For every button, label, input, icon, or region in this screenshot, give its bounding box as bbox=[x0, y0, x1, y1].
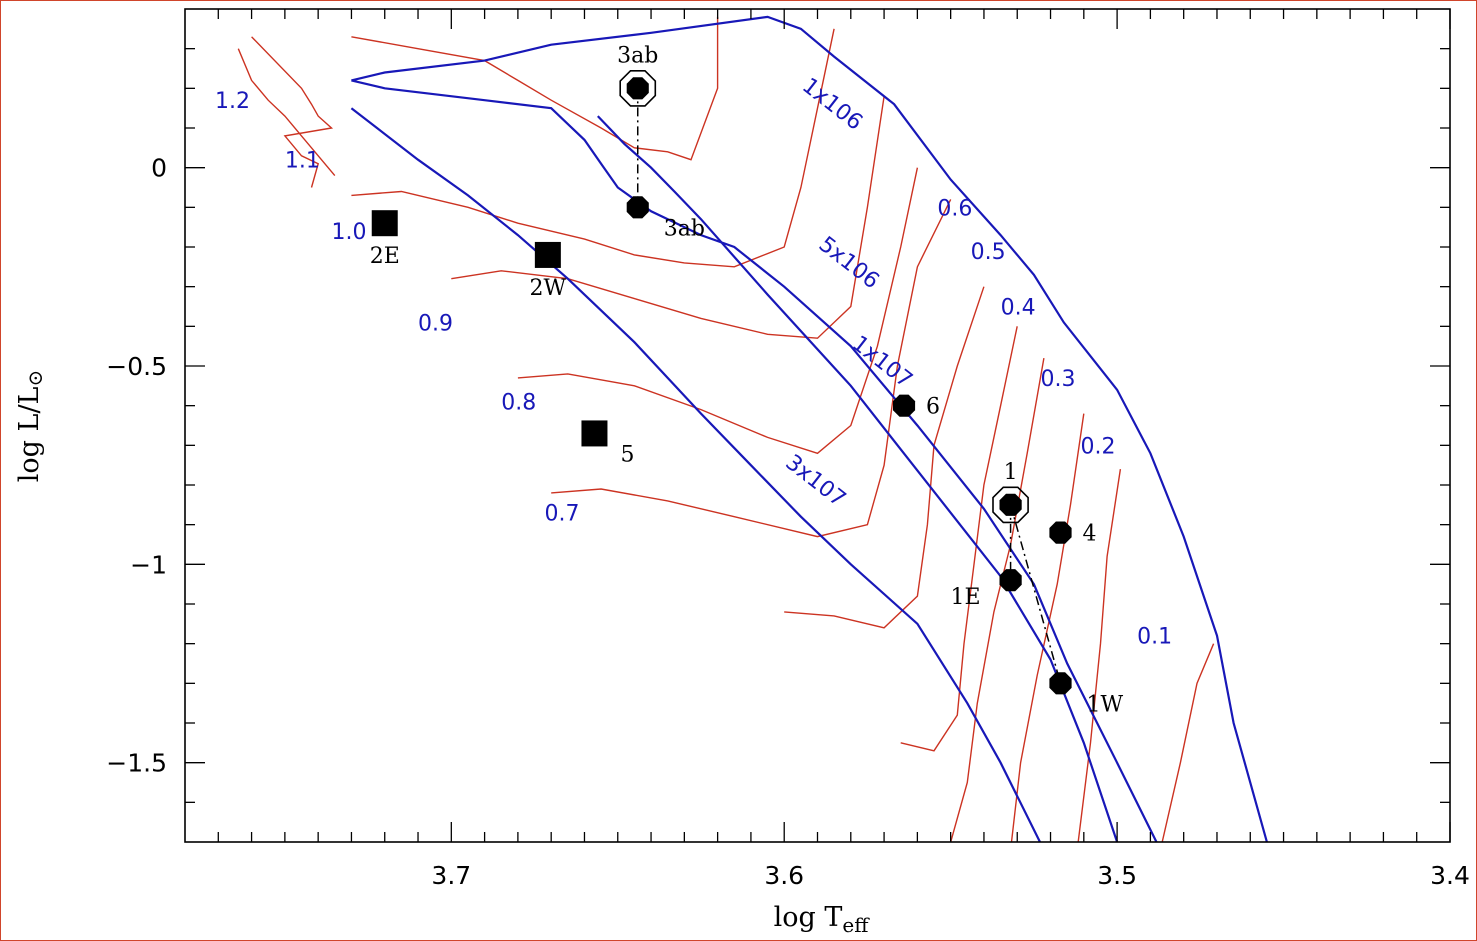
x-tick-label: 3.4 bbox=[1430, 861, 1470, 890]
mass-label-0: 1.2 bbox=[215, 89, 250, 114]
x-tick-label: 3.7 bbox=[431, 861, 471, 890]
mass-label-10: 0.2 bbox=[1080, 434, 1115, 459]
star-3ab-1-label: 3ab bbox=[664, 216, 705, 241]
star-points: 3ab 3ab 2E 2W 5 6 1 4 1E 1W bbox=[370, 43, 1124, 717]
isochrone-age-label-3: 3x107 bbox=[781, 450, 851, 512]
star-1-6-marker bbox=[999, 493, 1022, 516]
mass-label-6: 0.6 bbox=[937, 196, 972, 221]
curve-labels: 1x1065x1061x1073x1071.21.11.00.90.80.70.… bbox=[215, 73, 1172, 649]
isochrone-1x106 bbox=[351, 15, 1268, 842]
star-5-4-label: 5 bbox=[620, 442, 634, 467]
x-tick-label: 3.5 bbox=[1097, 861, 1137, 890]
mass-track-11 bbox=[1077, 468, 1122, 842]
star-1-6-label: 1 bbox=[1004, 460, 1018, 485]
star-4-7-label: 4 bbox=[1083, 522, 1097, 547]
binary-link-2 bbox=[1009, 504, 1062, 684]
isochrone-3x107 bbox=[350, 107, 1042, 842]
mass-track-12 bbox=[1161, 643, 1215, 842]
mass-track-5 bbox=[517, 167, 919, 455]
mass-label-7: 0.5 bbox=[971, 240, 1006, 265]
star-3ab-0-outer-ring bbox=[619, 70, 657, 107]
star-1-6-outer-ring bbox=[992, 486, 1029, 524]
y-axis-title: log L/L⊙ bbox=[14, 370, 47, 482]
y-tick-label: −1.5 bbox=[106, 749, 167, 778]
plot-border bbox=[184, 8, 1451, 843]
isochrone-age-label-0: 1x106 bbox=[797, 73, 867, 135]
evolutionary-tracks bbox=[237, 16, 1215, 842]
mass-track-1 bbox=[251, 36, 334, 188]
star-5-4-marker bbox=[581, 420, 608, 447]
mass-track-10 bbox=[1010, 413, 1085, 842]
mass-track-3 bbox=[351, 28, 835, 268]
x-axis-title: log Teff bbox=[774, 902, 871, 937]
star-1w-9-marker bbox=[1049, 672, 1072, 695]
star-6-5-marker bbox=[893, 394, 916, 417]
mass-track-9 bbox=[950, 357, 1045, 842]
mass-label-9: 0.3 bbox=[1041, 367, 1076, 392]
plot-axes: 3.7 3.6 3.5 3.4 0 −0.5 −1 −1.5 bbox=[106, 8, 1470, 890]
star-1e-8-label: 1E bbox=[951, 585, 981, 610]
star-1e-8-marker bbox=[999, 569, 1022, 592]
star-2e-2-marker bbox=[371, 210, 398, 237]
star-2w-3-marker bbox=[534, 241, 561, 268]
mass-label-4: 0.8 bbox=[501, 391, 536, 416]
isochrone-1x107 bbox=[351, 79, 1158, 842]
mass-label-11: 0.1 bbox=[1137, 625, 1172, 650]
y-tick-label: −0.5 bbox=[106, 352, 167, 381]
x-tick-label: 3.6 bbox=[764, 861, 804, 890]
mass-label-1: 1.1 bbox=[285, 149, 320, 174]
y-tick-label: 0 bbox=[151, 154, 167, 183]
star-2e-2-label: 2E bbox=[370, 244, 400, 269]
mass-track-4 bbox=[451, 96, 885, 339]
isochrone-age-label-1: 5x106 bbox=[814, 232, 884, 294]
star-4-7-marker bbox=[1049, 521, 1072, 544]
mass-label-2: 1.0 bbox=[331, 220, 366, 245]
binary-links bbox=[636, 88, 1062, 684]
mass-label-8: 0.4 bbox=[1001, 295, 1036, 320]
star-1w-9-label: 1W bbox=[1087, 692, 1124, 717]
star-6-5-label: 6 bbox=[926, 395, 940, 420]
mass-track-2 bbox=[351, 16, 719, 161]
star-3ab-1-marker bbox=[626, 196, 649, 219]
star-3ab-0-marker bbox=[626, 77, 649, 100]
isochrone-5x106 bbox=[597, 115, 1119, 842]
isochrones bbox=[350, 15, 1268, 842]
star-3ab-0-label: 3ab bbox=[617, 43, 658, 68]
star-2w-3-label: 2W bbox=[530, 276, 567, 301]
mass-label-5: 0.7 bbox=[545, 502, 580, 527]
mass-track-8 bbox=[900, 326, 1018, 752]
mass-track-6 bbox=[551, 199, 952, 538]
y-tick-label: −1 bbox=[130, 550, 167, 579]
mass-track-7 bbox=[784, 286, 985, 629]
mass-track-0 bbox=[237, 48, 336, 177]
mass-label-3: 0.9 bbox=[418, 311, 453, 336]
